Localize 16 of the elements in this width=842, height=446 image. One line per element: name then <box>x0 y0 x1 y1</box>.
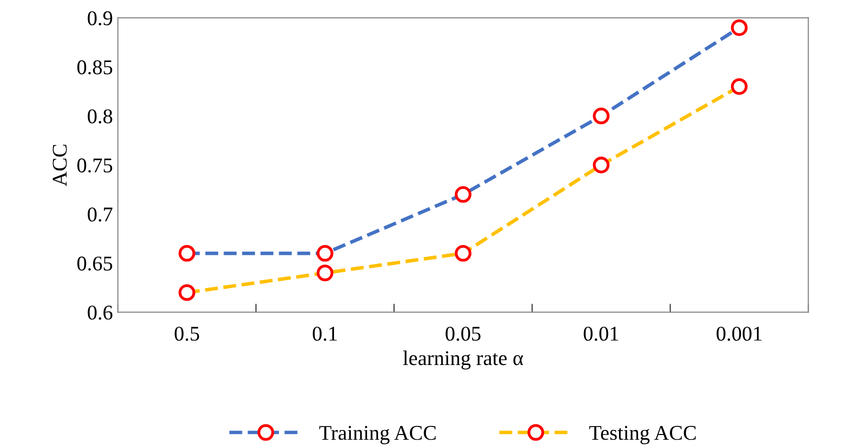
y-tick-label: 0.6 <box>88 306 112 320</box>
y-tick-label: 0.9 <box>88 11 112 26</box>
y-tick-label: 0.7 <box>88 207 112 222</box>
legend-label: Training ACC <box>319 426 436 444</box>
x-tick-label: 0.5 <box>174 326 200 341</box>
x-tick-label: 0.01 <box>584 326 618 341</box>
x-tick-label: 0.1 <box>312 326 337 341</box>
y-tick-label: 0.75 <box>77 158 112 173</box>
x-tick-label: 0.05 <box>446 326 481 341</box>
legend-label: Testing ACC <box>589 426 696 444</box>
y-tick-label: 0.65 <box>77 256 112 271</box>
x-tick-label: 0.001 <box>716 326 762 341</box>
x-axis-title: learning rate α <box>403 350 524 370</box>
y-axis-title: ACC <box>52 144 67 186</box>
y-tick-label: 0.8 <box>88 109 112 124</box>
y-tick-label: 0.85 <box>77 60 112 74</box>
